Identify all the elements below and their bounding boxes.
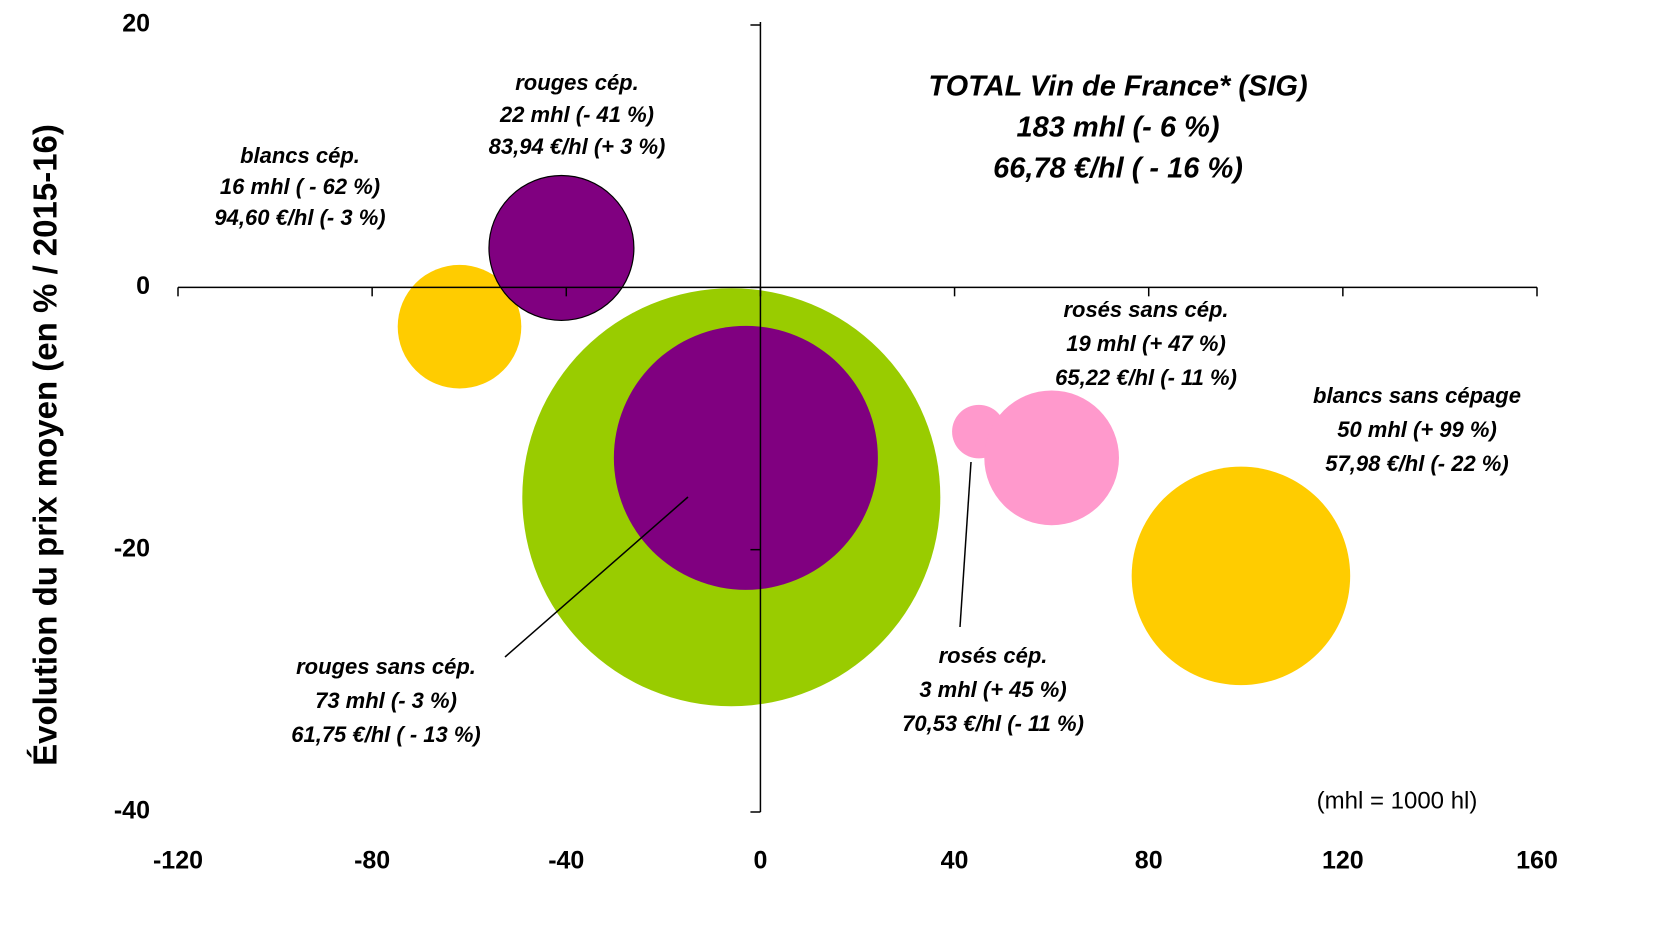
annotation: 65,22 €/hl (- 11 %) [1055, 365, 1237, 390]
annotation: blancs sans cépage [1313, 383, 1521, 408]
annotation: rouges cép. [515, 70, 638, 95]
y-tick-label: 20 [122, 10, 150, 38]
bubble [488, 174, 635, 322]
x-tick-label: 160 [1516, 847, 1558, 875]
annotation: rouges sans cép. [296, 654, 476, 679]
bubble [613, 325, 878, 590]
y-tick-label: 0 [136, 272, 150, 300]
leader-line [959, 461, 972, 628]
y-tick-label: -40 [114, 797, 150, 825]
annotation: 61,75 €/hl ( - 13 %) [291, 722, 481, 747]
annotation: 50 mhl (+ 99 %) [1337, 417, 1497, 442]
x-tick-label: -80 [354, 847, 390, 875]
leader-line [504, 496, 689, 658]
annotation: 3 mhl (+ 45 %) [919, 677, 1066, 702]
x-tick-label: 0 [753, 847, 767, 875]
x-tick-label: 80 [1135, 847, 1163, 875]
x-tick-label: -40 [548, 847, 584, 875]
annotation: rosés cép. [939, 643, 1048, 668]
annotation: 94,60 €/hl (- 3 %) [214, 205, 385, 230]
x-tick-label: 120 [1322, 847, 1364, 875]
annotation: 19 mhl (+ 47 %) [1066, 331, 1226, 356]
y-axis-label: Évolution du prix moyen (en % / 2015-16) [27, 124, 64, 766]
annotation: 57,98 €/hl (- 22 %) [1325, 451, 1508, 476]
y-tick-label: -20 [114, 534, 150, 562]
annotation: 183 mhl (- 6 %) [1016, 112, 1219, 144]
annotation: 66,78 €/hl ( - 16 %) [993, 153, 1243, 185]
annotation: TOTAL Vin de France* (SIG) [928, 71, 1307, 103]
x-tick-label: -120 [153, 847, 203, 875]
bubble [397, 264, 522, 389]
annotation: 22 mhl (- 41 %) [499, 102, 654, 127]
x-tick-label: 40 [941, 847, 969, 875]
annotation: 16 mhl ( - 62 %) [220, 174, 380, 199]
annotation: 73 mhl (- 3 %) [315, 688, 457, 713]
bubble [1131, 466, 1351, 686]
note: (mhl = 1000 hl) [1317, 787, 1478, 814]
annotation: rosés sans cép. [1063, 297, 1228, 322]
bubble [984, 390, 1119, 526]
annotation: 70,53 €/hl (- 11 %) [902, 711, 1084, 736]
annotation: blancs cép. [240, 143, 360, 168]
annotation: 83,94 €/hl (+ 3 %) [489, 134, 666, 159]
